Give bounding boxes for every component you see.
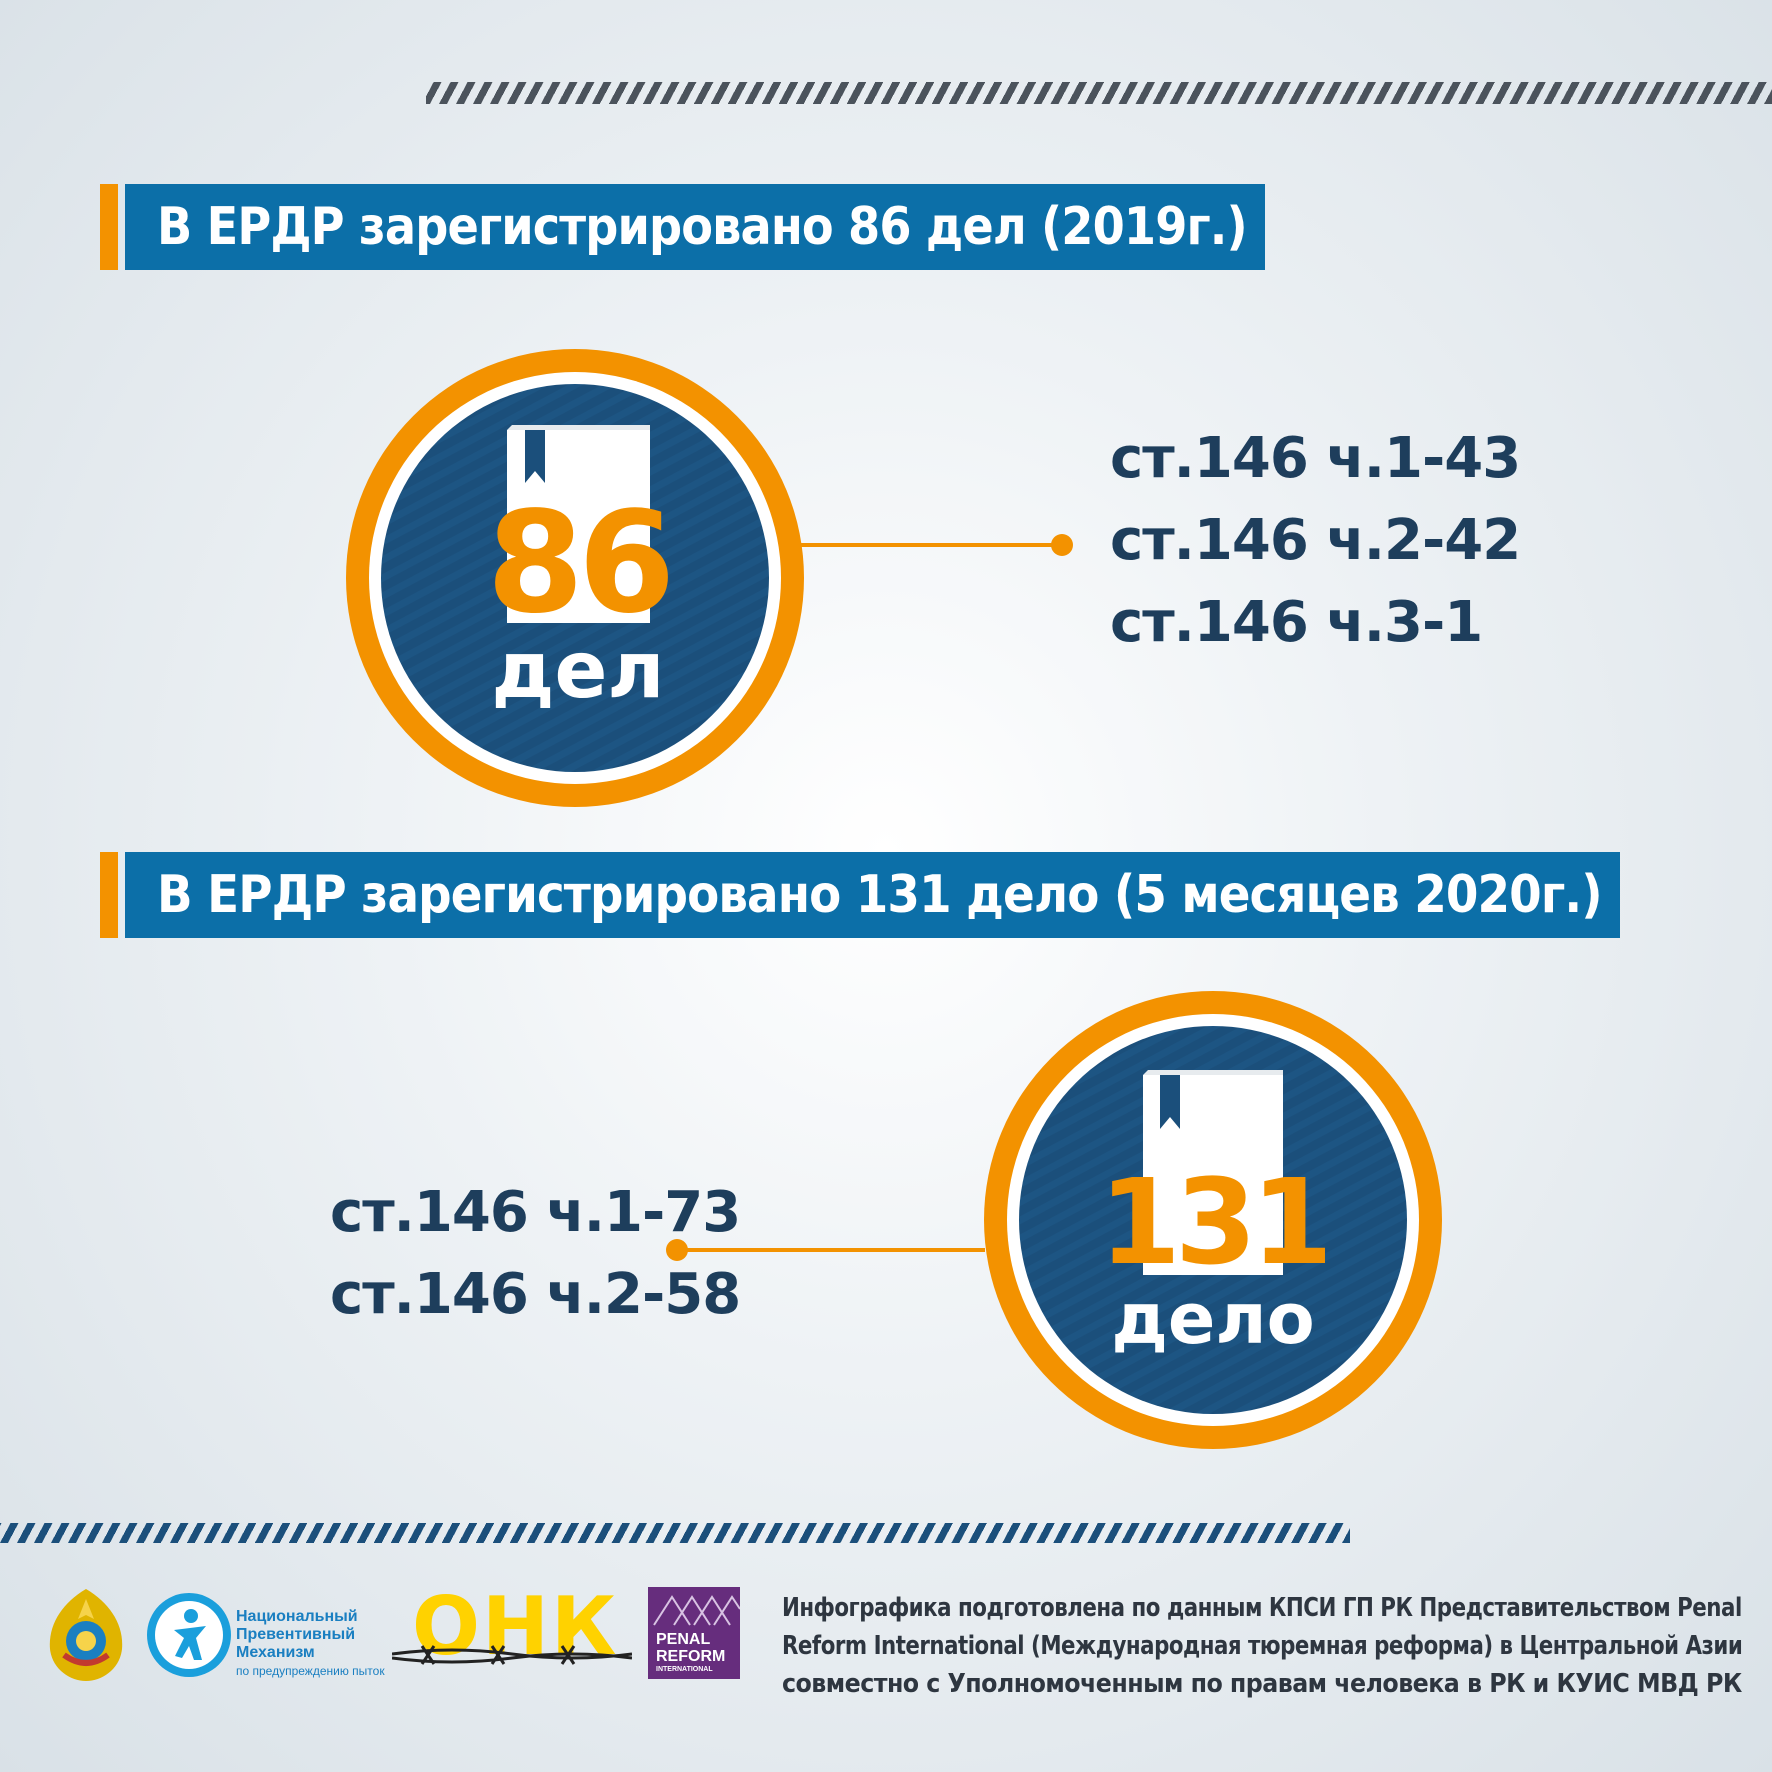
- list-item: ст.146 ч.2-42: [1110, 508, 1521, 573]
- banner-accent: [100, 184, 118, 270]
- cases-2019-circle: 86 дел: [346, 349, 804, 807]
- npm-figure-icon: [147, 1593, 231, 1677]
- cases-2019-breakdown: ст.146 ч.1-43 ст.146 ч.2-42 ст.146 ч.3-1: [1110, 418, 1521, 664]
- connector-2019: [800, 534, 1073, 556]
- penal-reform-logo: PENAL REFORM INTERNATIONAL: [648, 1587, 740, 1679]
- book-icon: [1143, 1070, 1283, 1275]
- banner-2020-title: В ЕРДР зарегистрировано 131 дело (5 меся…: [125, 852, 1620, 938]
- cases-2020-unit: дело: [1111, 1278, 1314, 1360]
- cases-2019-unit: дел: [491, 626, 664, 716]
- book-icon: [507, 425, 650, 623]
- list-item: ст.146 ч.1-43: [1110, 426, 1521, 491]
- banner-2019-title: В ЕРДР зарегистрировано 86 дел (2019г.): [125, 184, 1265, 270]
- decorative-hatch-bottom: [0, 1523, 1350, 1543]
- list-item: ст.146 ч.3-1: [1110, 590, 1483, 655]
- connector-2020: [666, 1239, 985, 1261]
- cases-2019-total: 86: [487, 482, 670, 645]
- decorative-hatch-top: [426, 82, 1772, 104]
- banner-accent: [100, 852, 118, 938]
- penal-reform-pattern: [653, 1595, 740, 1626]
- cases-2020-circle: 131 дело: [984, 991, 1442, 1449]
- emblem-icon: [49, 1589, 123, 1681]
- cases-2020-total: 131: [1099, 1153, 1327, 1291]
- barbed-wire-icon: [392, 1645, 632, 1665]
- list-item: ст.146 ч.2-58: [330, 1262, 741, 1327]
- npm-logo-text: Национальный Превентивный Механизм по пр…: [236, 1608, 385, 1678]
- credit-text: Инфографика подготовлена по данным КПСИ …: [782, 1593, 1743, 1699]
- list-item: ст.146 ч.1-73: [330, 1180, 741, 1245]
- cases-2020-breakdown: ст.146 ч.1-73 ст.146 ч.2-58: [330, 1172, 741, 1336]
